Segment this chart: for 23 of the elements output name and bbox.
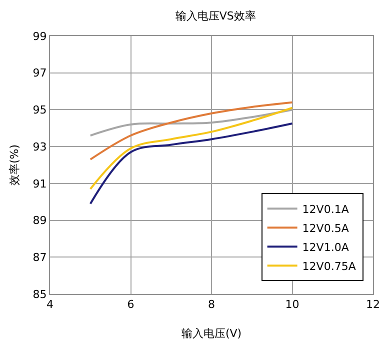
y-tick-label: 99 [32,30,47,43]
y-tick-label: 97 [32,66,47,80]
chart-title: 输入电压VS效率 [175,10,256,23]
legend-label: 12V0.1A [302,202,350,216]
legend-label: 12V1.0A [302,240,350,254]
y-tick-label: 87 [32,250,47,264]
x-tick-label: 4 [46,298,54,312]
y-tick-label: 85 [32,288,47,301]
y-tick-label: 89 [32,214,47,228]
x-tick-label: 12 [366,298,380,312]
line-series [89,106,294,190]
line-series [89,101,294,160]
x-tick-label: 10 [285,298,300,312]
y-tick-label: 91 [32,177,47,190]
line-series [89,122,294,205]
x-tick-label: 6 [127,298,134,312]
legend-label: 12V0.5A [302,222,350,235]
y-tick-label: 95 [32,104,47,117]
x-tick-label: 8 [208,298,215,312]
y-tick-label: 93 [32,140,47,154]
x-axis-title: 输入电压(V) [181,327,242,340]
legend-label: 12V0.75A [302,260,356,273]
y-axis-title: 效率(%) [8,144,21,186]
